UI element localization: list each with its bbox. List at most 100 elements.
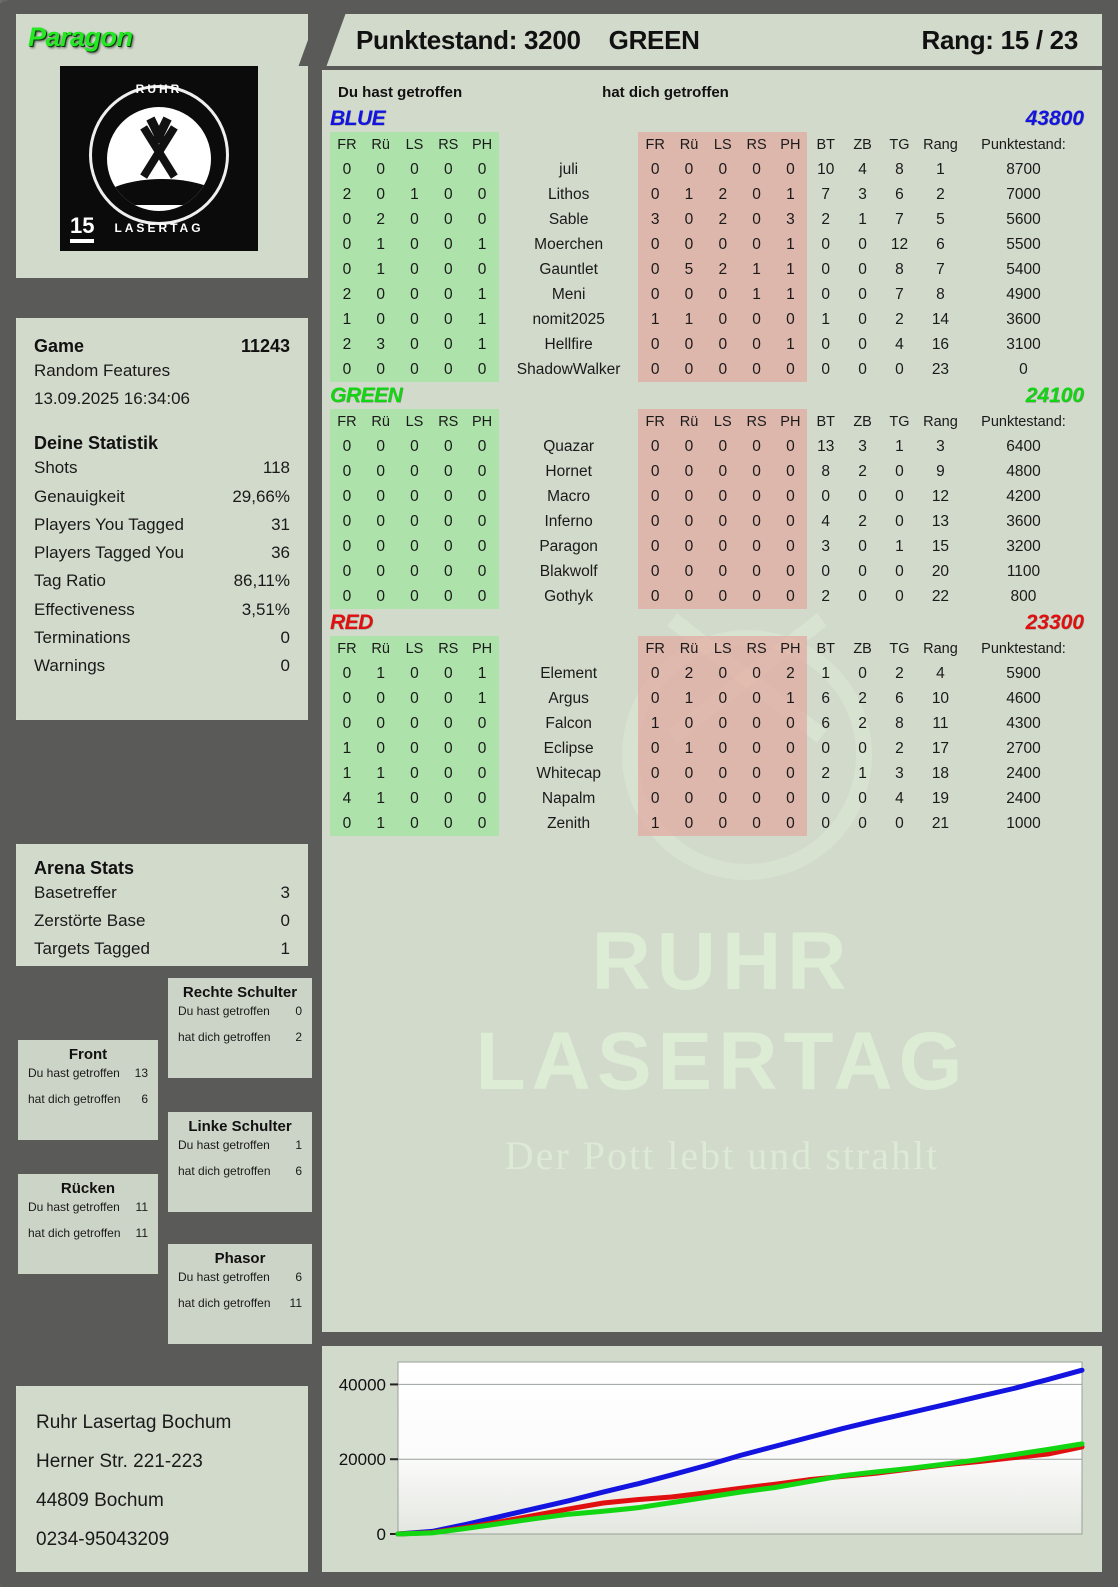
col-head-them-RS: RS (739, 132, 774, 157)
col-head-them-Rü: Rü (672, 636, 706, 661)
cell-hit-you: 0 (705, 434, 740, 459)
table-row: 0 0 0 0 0 Paragon 0 0 0 0 0 3 0 1 15 3200 (330, 534, 1084, 559)
col-head-them-PH: PH (773, 636, 808, 661)
cell-you-hit: 0 (431, 484, 466, 509)
col-head-you-LS: LS (397, 409, 432, 434)
header-rank: Rang: 15 / 23 (921, 24, 1079, 55)
cell-player-name: Hellfire (544, 335, 593, 353)
cell-hit-you: 1 (672, 307, 706, 332)
col-head-them-RS: RS (739, 409, 774, 434)
team-total-score: 24100 (1025, 384, 1084, 407)
cell-punktestand: 8700 (1006, 160, 1041, 178)
stat-label: Genauigkeit (34, 486, 125, 506)
logo-disc (107, 106, 211, 211)
table-header-row: FR Rü LS RS PH FR Rü LS RS PH BT ZB TG Rang Punktestan… (330, 132, 1084, 157)
cell-hit-you: 0 (739, 509, 774, 534)
cell-you-hit: 0 (330, 584, 364, 609)
cell-player-name: Moerchen (534, 235, 604, 253)
cell-hit-you: 0 (672, 282, 706, 307)
table-row: 0 1 0 0 1 Element 0 2 0 0 2 1 0 2 4 5900 (330, 661, 1084, 686)
cell-hit-you: 0 (773, 786, 808, 811)
hitbox-hit-value: 1 (295, 1138, 302, 1152)
cell-tg: 0 (895, 587, 904, 605)
cell-bt: 6 (821, 714, 831, 732)
cell-punktestand: 2400 (1006, 789, 1041, 807)
hitbox-hit-value: 0 (295, 1004, 302, 1018)
team-header-red: RED 23300 (330, 611, 1084, 635)
label-hit-you: hat dich getroffen (602, 84, 729, 101)
cell-you-hit: 1 (465, 686, 499, 711)
game-label: Game (34, 336, 85, 356)
arena-stat-label: Targets Tagged (34, 939, 150, 959)
cell-punktestand: 4900 (1006, 285, 1041, 303)
cell-hit-you: 0 (638, 736, 673, 761)
cell-you-hit: 0 (431, 584, 466, 609)
cell-zb: 0 (858, 260, 867, 278)
header-team: GREEN (608, 24, 700, 55)
cell-rang: 16 (931, 335, 950, 353)
team-header-blue: BLUE 43800 (330, 107, 1084, 131)
cell-punktestand: 0 (1019, 360, 1028, 378)
cell-you-hit: 0 (330, 434, 364, 459)
cell-hit-you: 1 (773, 257, 808, 282)
cell-tg: 3 (895, 764, 904, 782)
contact-city: 44809 Bochum (36, 1489, 164, 1511)
stat-value: 0 (280, 627, 290, 647)
watermark-line-1: RUHR (591, 916, 853, 1007)
cell-bt: 3 (821, 537, 831, 555)
table-row: 0 0 0 0 0 Hornet 0 0 0 0 0 8 2 0 9 4800 (330, 459, 1084, 484)
cell-you-hit: 0 (431, 332, 466, 357)
game-id: 11243 (240, 336, 290, 356)
cell-punktestand: 4200 (1006, 487, 1041, 505)
cell-you-hit: 0 (465, 357, 499, 382)
cell-you-hit: 0 (397, 434, 432, 459)
cell-hit-you: 0 (672, 157, 706, 182)
series-line-blue (395, 1367, 1085, 1537)
cell-hit-you: 0 (773, 459, 808, 484)
cell-you-hit: 0 (397, 686, 432, 711)
y-tick-label: 0 (377, 1525, 386, 1544)
cell-you-hit: 1 (363, 232, 398, 257)
cell-you-hit: 0 (431, 257, 466, 282)
cell-rang: 7 (936, 260, 945, 278)
cell-zb: 0 (858, 310, 867, 328)
cell-rang: 20 (931, 562, 950, 580)
score-progression-chart: 0 20000 40000 (339, 1361, 1085, 1544)
logo-word-bottom: LASERTAG (114, 221, 204, 235)
cell-you-hit: 0 (431, 307, 466, 332)
table-row: 0 1 0 0 0 Gauntlet 0 5 2 1 1 0 0 8 7 5400 (330, 257, 1084, 282)
cell-rang: 15 (931, 537, 950, 555)
cell-hit-you: 0 (705, 661, 740, 686)
cell-bt: 4 (821, 512, 831, 530)
col-head-player (499, 409, 638, 434)
cell-punktestand: 4600 (1006, 689, 1041, 707)
cell-zb: 1 (858, 764, 867, 782)
cell-tg: 7 (895, 210, 904, 228)
cell-hit-you: 0 (638, 509, 673, 534)
cell-rang: 17 (931, 739, 950, 757)
cell-hit-you: 3 (638, 207, 673, 232)
arena-stat-value: 3 (280, 883, 290, 902)
cell-bt: 0 (821, 562, 831, 580)
cell-tg: 0 (895, 512, 904, 530)
hitbox-got-value: 11 (289, 1296, 302, 1310)
cell-player-name: Argus (548, 689, 589, 707)
cell-tg: 2 (895, 739, 904, 757)
cell-zb: 0 (858, 664, 867, 682)
stat-value: 0 (280, 655, 290, 675)
cell-player-name: Gauntlet (539, 260, 598, 278)
cell-player-name: juli (559, 160, 579, 178)
cell-hit-you: 0 (705, 761, 740, 786)
cell-hit-you: 0 (638, 459, 673, 484)
cell-you-hit: 0 (465, 459, 499, 484)
cell-rang: 9 (936, 462, 945, 480)
table-row: 0 1 0 0 0 Zenith 1 0 0 0 0 0 0 0 21 1000 (330, 811, 1084, 836)
cell-zb: 2 (858, 714, 867, 732)
contact-phone: 0234-95043209 (36, 1528, 170, 1550)
col-head-ZB: ZB (853, 413, 872, 430)
cell-hit-you: 0 (638, 534, 673, 559)
cell-zb: 0 (858, 285, 867, 303)
cell-hit-you: 0 (705, 711, 740, 736)
cell-hit-you: 0 (739, 584, 774, 609)
col-head-you-RS: RS (431, 636, 466, 661)
